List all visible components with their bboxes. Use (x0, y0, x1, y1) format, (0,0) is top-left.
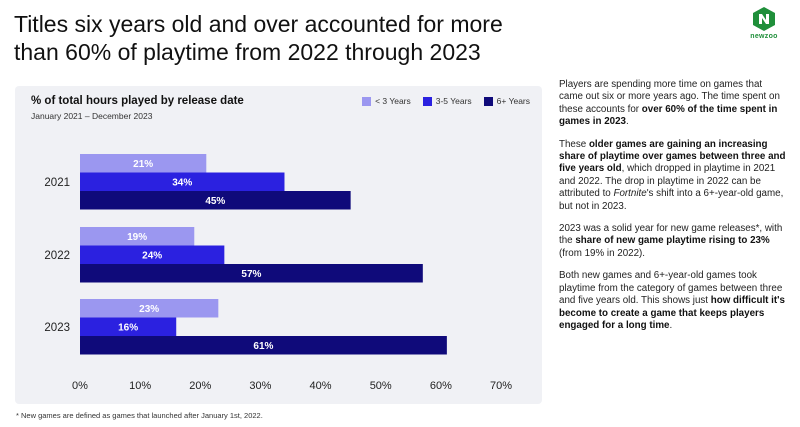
commentary-paragraph-2: These older games are gaining an increas… (559, 139, 787, 213)
bar-2023-series-1 (80, 317, 177, 336)
legend-label-3to5: 3-5 Years (435, 96, 472, 106)
body-text: These (559, 138, 589, 150)
page-headline: Titles six years old and over accounted … (14, 11, 503, 65)
x-tick-label-6: 60% (430, 380, 452, 392)
legend-item-lt3: < 3 Years (362, 96, 411, 106)
bar-2021-series-1 (80, 172, 285, 191)
category-label-2023: 2023 (44, 322, 70, 334)
body-text: 's shift into a 6+-year-old game, but no… (559, 188, 784, 212)
legend-swatch-lt3 (362, 96, 372, 106)
emphasis-text: older games are gaining an increasing sh… (559, 138, 786, 175)
chart-card: % of total hours played by release date … (15, 86, 542, 404)
emphasis-text: how difficult it's become to create a ga… (559, 295, 785, 331)
data-label-2022-series-2: 57% (241, 269, 261, 280)
bar-chart: 2021 21% 34% 45% 2022 19% 24% 57% 2023 23%16% 61% 0… (44, 154, 512, 392)
body-text: . (626, 116, 629, 128)
x-tick-label-0: 0% (72, 380, 88, 392)
data-label-2023-series-0: 23% (139, 304, 159, 315)
chart-title: % of total hours played by release date (31, 95, 244, 107)
bar-2023-series-0 (80, 299, 219, 318)
x-tick-label-3: 30% (249, 380, 271, 392)
bar-2022-series-2 (80, 264, 423, 283)
legend-swatch-3to5 (422, 96, 432, 106)
x-tick-label-5: 50% (370, 380, 392, 392)
bar-2023-series-2 (80, 336, 447, 355)
italic-text: Fortnite (613, 188, 647, 200)
footnote: * New games are defined as games that la… (16, 411, 263, 420)
category-label-2021: 2021 (44, 177, 70, 189)
data-label-2022-series-0: 19% (127, 232, 147, 243)
newzoo-logo-icon (753, 7, 775, 31)
data-label-2021-series-1: 34% (172, 178, 192, 189)
legend-item-6plus: 6+ Years (483, 96, 530, 106)
body-text: Players are spending more time on games … (559, 79, 780, 115)
legend-label-lt3: < 3 Years (375, 96, 411, 106)
bar-2021-series-0 (80, 154, 207, 173)
data-label-2023-series-2: 61% (253, 341, 273, 352)
commentary-paragraph-4: Both new games and 6+-year-old games too… (559, 270, 787, 332)
legend-item-3to5: 3-5 Years (422, 96, 472, 106)
emphasis-text: over 60% of the time spent in games in 2… (559, 103, 778, 128)
body-text: Both new games and 6+-year-old games too… (559, 270, 783, 307)
data-label-2022-series-1: 24% (142, 251, 162, 262)
x-tick-label-7: 70% (490, 380, 512, 392)
body-text: 2023 was a solid year for new game relea… (559, 223, 783, 247)
commentary-paragraph-3: 2023 was a solid year for new game relea… (559, 223, 787, 260)
legend-swatch-6plus (483, 96, 493, 106)
bar-2022-series-0 (80, 227, 195, 246)
newzoo-logo-text: newzoo (750, 33, 778, 40)
body-text: , which dropped in playtime in 2021 and … (559, 163, 776, 200)
x-tick-label-1: 10% (129, 380, 151, 392)
body-text: . (669, 319, 673, 331)
legend-label-6plus: 6+ Years (496, 96, 530, 106)
chart-legend: < 3 Years 3-5 Years 6+ Years (362, 96, 530, 106)
x-tick-label-2: 20% (189, 380, 211, 392)
data-label-2021-series-0: 21% (133, 159, 153, 170)
bar-2022-series-1 (80, 245, 225, 264)
body-text: (from 19% in 2022). (559, 247, 646, 259)
emphasis-text: share of new game playtime rising to 23% (575, 235, 770, 247)
category-label-2022: 2022 (44, 250, 70, 262)
newzoo-logo: newzoo (734, 6, 794, 46)
side-commentary: Players are spending more time on games … (559, 79, 787, 342)
commentary-paragraph-1: Players are spending more time on games … (559, 79, 787, 129)
data-label-2021-series-2: 45% (205, 196, 225, 207)
x-tick-label-4: 40% (310, 380, 332, 392)
data-label-2023-series-1: 16% (118, 323, 138, 334)
chart-subtitle: January 2021 – December 2023 (31, 111, 153, 121)
bar-2021-series-2 (80, 191, 351, 210)
